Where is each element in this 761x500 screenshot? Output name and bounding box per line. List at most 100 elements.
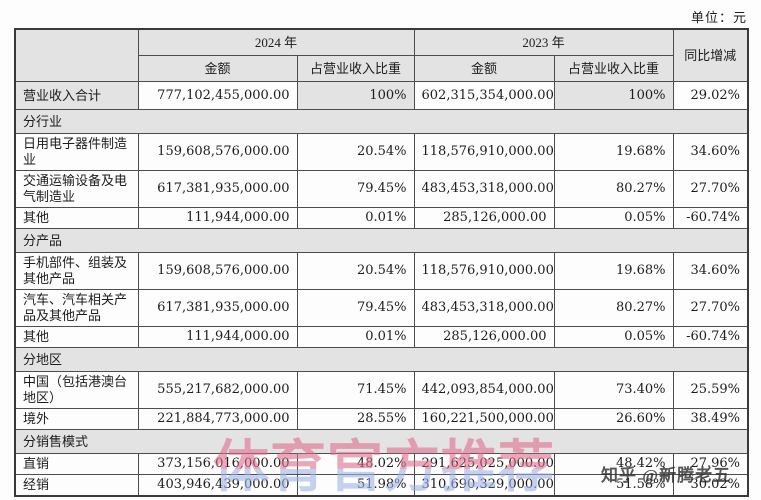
share-2024-cell: 48.02% <box>296 453 415 475</box>
amount-2023-cell: 442,093,854,000.00 <box>413 371 555 409</box>
share-2023-cell: 100% <box>553 81 674 110</box>
table-row: 经销 403,946,439,000.00 51.98% 310,690,329,00… <box>14 474 749 497</box>
corner-cell <box>14 28 139 82</box>
yoy-cell: 34.60% <box>672 252 749 290</box>
row-label-cell: 日用电子器件制造业 <box>14 133 139 171</box>
yoy-cell: 27.96% <box>672 453 749 475</box>
yoy-header: 同比增减 <box>672 28 749 82</box>
yoy-cell: 38.49% <box>672 408 749 430</box>
amount-2023-cell: 118,576,910,000.00 <box>413 252 555 290</box>
table-row: 手机部件、组装及其他产品 159,608,576,000.00 20.54% 118,… <box>14 252 749 290</box>
share-2024-cell: 0.01% <box>296 326 415 348</box>
table-row: 其他 111,944,000.00 0.01% 285,126,000.00 0.05%… <box>14 207 749 229</box>
section-label: 分产品 <box>14 228 749 253</box>
section-row: 分销售模式 <box>14 429 749 454</box>
revenue-table-head: 2024 年 2023 年 同比增减 金额 占营业收入比重 金额 占营业收入比重 <box>14 28 749 82</box>
share-2023-cell: 19.68% <box>553 252 674 290</box>
year-2024-header: 2024 年 <box>137 28 415 56</box>
header-row-metrics: 金额 占营业收入比重 金额 占营业收入比重 <box>15 55 748 82</box>
share-2023-cell: 51.58% <box>553 474 674 497</box>
share-2024-cell: 0.01% <box>296 207 415 229</box>
row-label-cell: 中国（包括港澳台地区） <box>14 371 139 409</box>
amount-2023-cell: 602,315,354,000.00 <box>413 81 555 110</box>
table-row: 直销 373,156,016,000.00 48.02% 291,625,025,00… <box>14 453 749 475</box>
section-row: 分产品 <box>14 228 749 253</box>
section-label: 分行业 <box>14 109 749 134</box>
row-label-cell: 营业收入合计 <box>14 81 139 110</box>
share-2023-cell: 0.05% <box>553 326 674 348</box>
row-label-cell: 其他 <box>14 207 139 229</box>
revenue-table: 2024 年 2023 年 同比增减 金额 占营业收入比重 金额 占营业收入比重… <box>14 28 750 497</box>
amount-2023-cell: 118,576,910,000.00 <box>413 133 555 171</box>
amount-2024-cell: 777,102,455,000.00 <box>137 81 298 110</box>
share-2023-cell: 80.27% <box>553 289 674 327</box>
amount-2023-cell: 310,690,329,000.00 <box>413 474 555 497</box>
share-2024-cell: 71.45% <box>296 371 415 409</box>
yoy-cell: -60.74% <box>672 207 749 229</box>
row-label-cell: 其他 <box>14 326 139 348</box>
share-2024-cell: 79.45% <box>296 289 415 327</box>
table-row: 境外 221,884,773,000.00 28.55% 160,221,500,00… <box>14 408 749 430</box>
share-2024-header: 占营业收入比重 <box>296 55 415 82</box>
row-label-cell: 境外 <box>14 408 139 430</box>
amount-2024-cell: 159,608,576,000.00 <box>137 252 298 290</box>
amount-2024-cell: 617,381,935,000.00 <box>137 289 298 327</box>
share-2023-header: 占营业收入比重 <box>553 55 674 82</box>
share-2023-cell: 80.27% <box>553 170 674 208</box>
amount-2024-cell: 373,156,016,000.00 <box>137 453 298 475</box>
share-2024-cell: 100% <box>296 81 415 110</box>
header-row-years: 2024 年 2023 年 同比增减 <box>14 28 749 82</box>
share-2024-cell: 20.54% <box>296 133 415 171</box>
share-2023-cell: 73.40% <box>553 371 674 409</box>
yoy-cell: -60.74% <box>672 326 749 348</box>
amount-2023-cell: 160,221,500,000.00 <box>413 408 555 430</box>
row-label-cell: 经销 <box>14 474 139 497</box>
amount-2024-cell: 403,946,439,000.00 <box>137 474 298 497</box>
amount-2024-cell: 221,884,773,000.00 <box>137 408 298 430</box>
share-2023-cell: 0.05% <box>553 207 674 229</box>
table-row: 营业收入合计 777,102,455,000.00 100% 602,315,354,… <box>14 81 749 110</box>
year-2023-header: 2023 年 <box>413 28 674 56</box>
yoy-cell: 29.02% <box>672 81 749 110</box>
revenue-table-wrap: 2024 年 2023 年 同比增减 金额 占营业收入比重 金额 占营业收入比重… <box>14 28 750 497</box>
row-label-cell: 汽车、汽车相关产品及其他产品 <box>14 289 139 327</box>
yoy-cell: 27.70% <box>672 170 749 208</box>
amount-2024-header: 金额 <box>137 55 298 82</box>
row-label-cell: 直销 <box>14 453 139 475</box>
amount-2023-cell: 285,126,000.00 <box>413 207 555 229</box>
section-row: 分行业 <box>14 109 749 134</box>
amount-2024-cell: 111,944,000.00 <box>137 326 298 348</box>
amount-2024-cell: 111,944,000.00 <box>137 207 298 229</box>
amount-2023-cell: 483,453,318,000.00 <box>413 170 555 208</box>
section-label: 分销售模式 <box>14 429 749 454</box>
section-row: 分地区 <box>14 347 749 372</box>
share-2023-cell: 26.60% <box>553 408 674 430</box>
amount-2024-cell: 159,608,576,000.00 <box>137 133 298 171</box>
revenue-table-body: 营业收入合计 777,102,455,000.00 100% 602,315,354,… <box>14 81 749 497</box>
share-2024-cell: 28.55% <box>296 408 415 430</box>
yoy-cell: 34.60% <box>672 133 749 171</box>
table-row: 交通运输设备及电气制造业 617,381,935,000.00 79.45% 483,… <box>14 170 749 208</box>
table-row: 中国（包括港澳台地区） 555,217,682,000.00 71.45% 442,0… <box>14 371 749 409</box>
amount-2023-header: 金额 <box>413 55 555 82</box>
share-2023-cell: 48.42% <box>553 453 674 475</box>
yoy-cell: 27.70% <box>672 289 749 327</box>
yoy-cell: 30.02% <box>672 474 749 497</box>
amount-2023-cell: 285,126,000.00 <box>413 326 555 348</box>
unit-label: 单位：元 <box>690 10 747 25</box>
share-2024-cell: 79.45% <box>296 170 415 208</box>
section-label: 分地区 <box>14 347 749 372</box>
yoy-cell: 25.59% <box>672 371 749 409</box>
row-label-cell: 手机部件、组装及其他产品 <box>14 252 139 290</box>
row-label-cell: 交通运输设备及电气制造业 <box>14 170 139 208</box>
table-row: 日用电子器件制造业 159,608,576,000.00 20.54% 118,576… <box>14 133 749 171</box>
amount-2023-cell: 483,453,318,000.00 <box>413 289 555 327</box>
amount-2023-cell: 291,625,025,000.00 <box>413 453 555 475</box>
share-2023-cell: 19.68% <box>553 133 674 171</box>
share-2024-cell: 20.54% <box>296 252 415 290</box>
table-row: 其他 111,944,000.00 0.01% 285,126,000.00 0.05%… <box>14 326 749 348</box>
table-row: 汽车、汽车相关产品及其他产品 617,381,935,000.00 79.45% 48… <box>14 289 749 327</box>
amount-2024-cell: 555,217,682,000.00 <box>137 371 298 409</box>
amount-2024-cell: 617,381,935,000.00 <box>137 170 298 208</box>
